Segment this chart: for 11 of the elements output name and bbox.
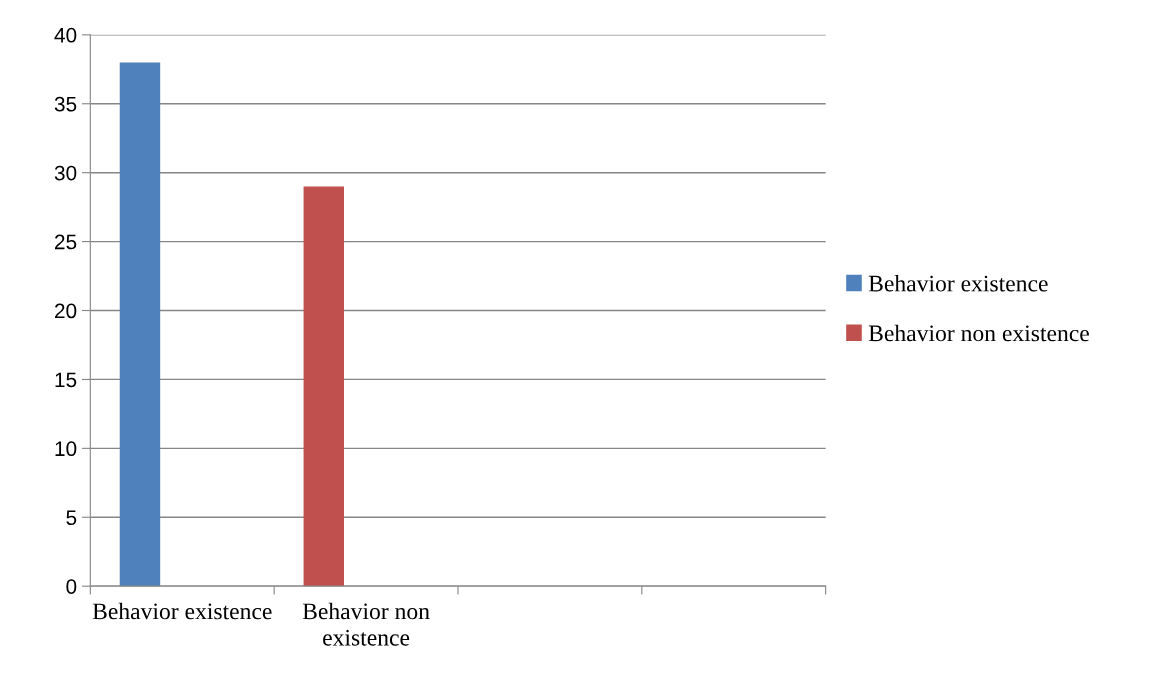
y-tick-label: 35 <box>54 96 77 112</box>
y-tick-label: 5 <box>66 510 77 526</box>
y-tick-label: 0 <box>66 579 77 594</box>
y-tick-label: 40 <box>54 27 77 43</box>
y-tick-label: 25 <box>55 234 77 250</box>
y-tick-label: 10 <box>55 441 77 457</box>
legend-label: Behavior non existence <box>868 324 1089 342</box>
y-tick-label: 20 <box>55 303 77 319</box>
y-tick-label: 30 <box>54 165 77 181</box>
y-tick-label: 15 <box>55 372 77 388</box>
legend-label: Behavior existence <box>868 274 1048 292</box>
